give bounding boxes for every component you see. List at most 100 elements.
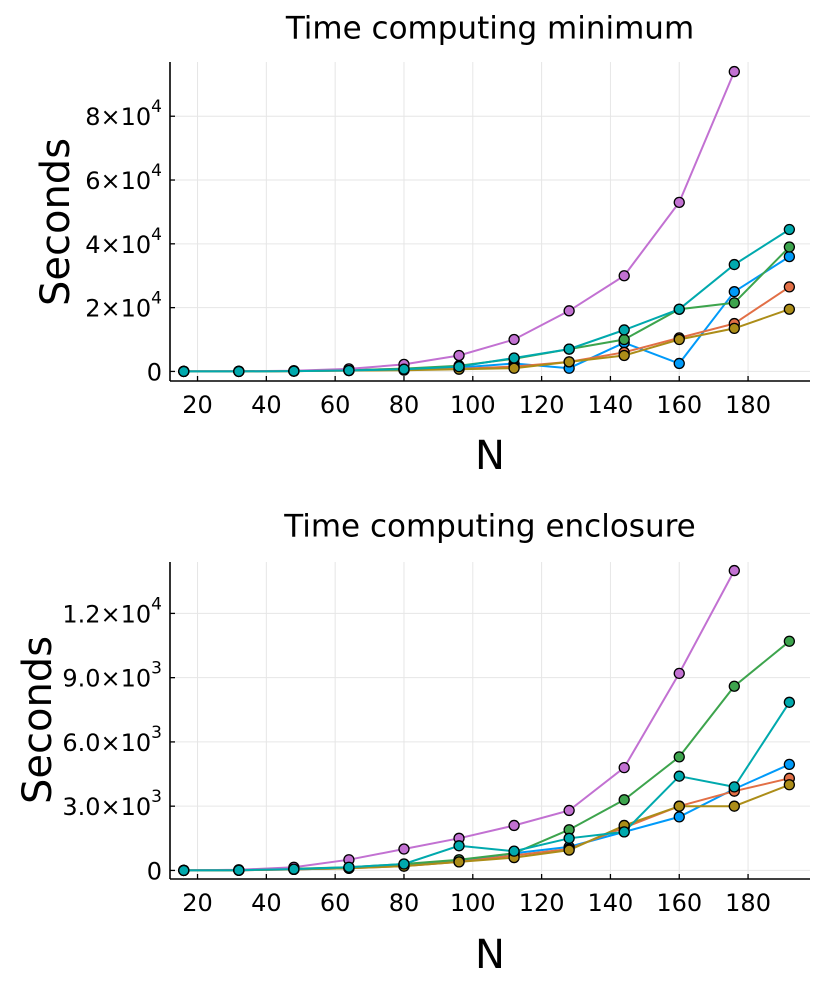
y-tick-label: 0 <box>147 358 162 386</box>
data-point-series-3 <box>618 794 630 806</box>
data-point-series-3 <box>783 241 796 253</box>
data-point-series-1 <box>673 357 685 370</box>
data-point-series-5 <box>508 362 520 374</box>
y-tick-label: 0 <box>147 857 162 885</box>
data-point-series-6 <box>233 864 245 876</box>
data-point-series-6 <box>508 352 520 364</box>
series-line-2 <box>183 286 790 373</box>
x-axis-label: N <box>475 433 505 479</box>
y-tick-label: 6.0×103 <box>62 723 162 757</box>
y-tick-label: 3.0×103 <box>62 787 162 821</box>
data-point-series-6 <box>508 845 520 857</box>
x-tick-label: 120 <box>519 391 565 419</box>
data-point-series-6 <box>728 781 740 793</box>
chart-title: Time computing minimum <box>285 11 694 47</box>
y-axis-label: Seconds <box>33 138 79 306</box>
y-tick-label: 1.2×104 <box>62 594 162 628</box>
data-point-series-4 <box>618 761 630 774</box>
series-line-3 <box>183 246 791 373</box>
data-point-series-6 <box>453 840 465 852</box>
series-line-6 <box>183 701 791 872</box>
data-point-series-4 <box>453 349 465 362</box>
data-point-series-1 <box>728 286 740 298</box>
data-point-series-6 <box>563 832 575 844</box>
data-point-series-4 <box>508 819 520 832</box>
data-point-series-6 <box>398 363 410 375</box>
x-tick-label: 60 <box>320 889 351 917</box>
data-point-series-6 <box>288 365 300 377</box>
data-point-series-4 <box>728 65 740 78</box>
data-point-series-6 <box>343 861 355 873</box>
series-line-3 <box>183 640 791 872</box>
data-point-series-6 <box>178 365 190 378</box>
data-point-series-6 <box>673 303 685 315</box>
data-point-series-6 <box>618 826 630 838</box>
y-tick-label: 9.0×103 <box>62 659 162 693</box>
data-point-series-6 <box>673 770 685 782</box>
x-tick-label: 100 <box>450 889 496 917</box>
data-point-series-5 <box>673 333 685 346</box>
data-point-series-5 <box>728 800 740 812</box>
data-point-series-6 <box>783 223 796 236</box>
x-tick-label: 180 <box>725 391 771 419</box>
data-point-series-5 <box>783 779 796 791</box>
x-tick-label: 160 <box>656 391 702 419</box>
chart-title: Time computing enclosure <box>283 509 695 545</box>
data-point-series-6 <box>728 258 740 271</box>
data-point-series-6 <box>563 343 575 355</box>
chart-time-computing-minimum: Time computing minimum 20 40 60 80 100 120 140 1… <box>33 11 810 479</box>
data-point-series-4 <box>728 564 740 577</box>
data-point-series-6 <box>343 364 355 377</box>
data-point-series-6 <box>398 858 410 870</box>
data-point-series-5 <box>618 349 630 362</box>
series-line-6 <box>183 228 790 373</box>
y-axis-label: Seconds <box>15 636 61 804</box>
data-point-series-4 <box>563 804 575 817</box>
data-point-series-1 <box>673 811 685 823</box>
y-tick-label: 6×104 <box>85 161 162 195</box>
data-point-series-5 <box>673 800 685 812</box>
data-point-series-3 <box>783 635 796 647</box>
data-point-series-3 <box>673 751 685 763</box>
data-point-series-4 <box>673 196 685 209</box>
data-point-series-1 <box>783 250 796 263</box>
x-tick-label: 100 <box>450 391 496 419</box>
data-point-series-6 <box>288 863 300 875</box>
data-point-series-4 <box>398 843 410 855</box>
x-tick-label: 120 <box>519 889 565 917</box>
data-point-series-4 <box>563 305 575 317</box>
data-point-series-6 <box>233 365 245 378</box>
data-point-series-5 <box>563 844 575 856</box>
x-tick-label: 180 <box>725 889 771 917</box>
data-point-series-4 <box>618 270 630 282</box>
data-point-series-6 <box>453 360 465 373</box>
data-point-series-4 <box>508 333 520 346</box>
data-point-series-6 <box>783 696 796 708</box>
data-point-series-6 <box>618 324 630 336</box>
series-line-1 <box>183 255 790 373</box>
x-tick-label: 40 <box>251 391 282 419</box>
data-point-series-5 <box>783 303 796 315</box>
x-tick-label: 160 <box>656 889 702 917</box>
y-tick-label: 2×104 <box>85 289 162 323</box>
x-tick-label: 40 <box>251 889 282 917</box>
data-point-series-2 <box>783 281 796 293</box>
data-point-series-6 <box>178 864 190 877</box>
y-tick-label: 8×104 <box>85 97 162 131</box>
x-tick-label: 80 <box>389 889 420 917</box>
x-axis-label: N <box>475 932 505 978</box>
x-tick-label: 20 <box>182 889 213 917</box>
x-tick-label: 140 <box>588 391 634 419</box>
data-point-series-3 <box>618 333 630 346</box>
data-point-series-5 <box>728 322 740 335</box>
data-point-series-5 <box>453 856 465 868</box>
data-point-series-3 <box>728 297 740 309</box>
data-point-series-5 <box>563 356 575 368</box>
x-tick-label: 60 <box>320 391 351 419</box>
chart-time-computing-enclosure: Time computing enclosure 20 40 60 80 100 120 14… <box>15 509 810 978</box>
x-tick-label: 80 <box>389 391 420 419</box>
y-tick-label: 4×104 <box>85 225 162 259</box>
x-tick-label: 140 <box>588 889 634 917</box>
data-point-series-4 <box>673 667 685 680</box>
